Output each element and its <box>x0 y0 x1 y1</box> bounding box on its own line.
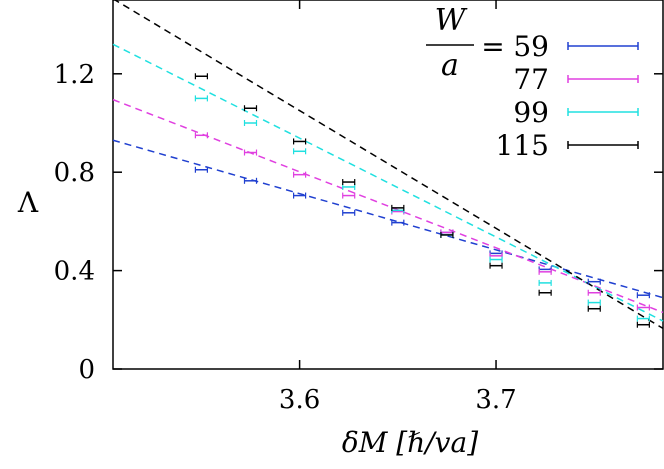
data-point-115 <box>194 73 208 80</box>
data-point-59 <box>391 219 405 226</box>
data-point-59 <box>587 278 601 285</box>
data-point-59 <box>293 192 307 199</box>
data-point-59 <box>194 166 208 173</box>
x-axis-label: δM [ℏ/va] <box>342 426 478 459</box>
data-point-99 <box>636 315 650 322</box>
data-point-77 <box>243 149 258 156</box>
data-point-59 <box>243 177 258 184</box>
data-point-59 <box>342 209 356 216</box>
data-point-77 <box>342 192 356 199</box>
y-tick-label: 0 <box>78 355 95 385</box>
data-point-77 <box>293 171 307 178</box>
data-point-59 <box>636 292 650 299</box>
fit-line-59 <box>112 139 664 299</box>
legend-label-59: 59 <box>513 30 549 63</box>
data-point-115 <box>391 204 405 211</box>
fit-line-99 <box>112 43 664 322</box>
data-point-77 <box>538 268 552 275</box>
data-point-99 <box>293 148 307 155</box>
data-point-115 <box>636 321 650 328</box>
plot-frame <box>112 0 664 370</box>
data-points <box>194 73 650 328</box>
legend-label-99: 99 <box>513 96 549 129</box>
fit-line-115 <box>113 0 664 330</box>
data-point-115 <box>587 305 601 312</box>
data-point-99 <box>243 120 258 126</box>
data-point-115 <box>538 289 552 296</box>
legend-label-77: 77 <box>513 63 549 96</box>
data-point-99 <box>538 279 552 286</box>
data-point-77 <box>587 289 601 296</box>
data-point-115 <box>293 138 307 145</box>
data-point-77 <box>194 132 208 139</box>
y-tick-label: 0.8 <box>54 158 95 188</box>
y-axis-label: Λ <box>17 186 39 219</box>
x-tick-label: 3.7 <box>475 385 516 415</box>
data-point-99 <box>342 183 356 190</box>
data-point-115 <box>440 231 454 238</box>
legend-title-equals: = <box>481 30 504 63</box>
data-point-115 <box>342 179 356 186</box>
fit-line-77 <box>112 98 664 314</box>
data-point-99 <box>194 95 208 102</box>
data-point-99 <box>587 299 601 306</box>
fit-lines <box>112 0 664 330</box>
legend-title-numerator: W <box>435 3 468 38</box>
y-tick-label: 1.2 <box>54 60 95 90</box>
y-tick-label: 0.4 <box>54 257 95 287</box>
data-point-77 <box>636 304 650 311</box>
legend-title-denominator: a <box>441 48 459 83</box>
axis-ticks: 3.6 3.7 0 0.4 0.8 1.2 <box>54 0 663 415</box>
data-point-115 <box>243 105 258 112</box>
data-point-115 <box>489 262 503 269</box>
legend-label-115: 115 <box>496 129 549 162</box>
x-tick-label: 3.6 <box>279 385 320 415</box>
data-point-99 <box>489 256 503 263</box>
